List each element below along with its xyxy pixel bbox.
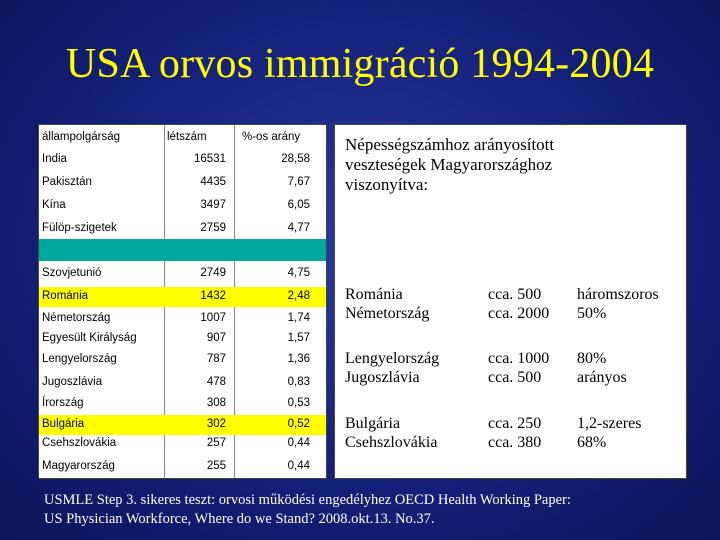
table-row: Csehszlovákia 257 0,44 <box>39 435 326 453</box>
group-countries: Románia Németország <box>345 286 430 322</box>
cell-count: 1007 <box>200 312 226 324</box>
table-row: Szovjetunió 2749 4,75 <box>39 265 326 283</box>
cell-country: Magyarország <box>42 460 115 472</box>
cell-percent: 0,44 <box>287 460 310 472</box>
cell-country: Románia <box>42 290 89 302</box>
cell-country: Németország <box>42 312 111 324</box>
cell-percent: 0,52 <box>287 418 310 430</box>
table-row: Bulgária 302 0,52 <box>39 415 326 435</box>
cell-country: India <box>42 153 67 165</box>
group-countries: Bulgária Csehszlovákia <box>345 415 438 451</box>
table-row: Jugoszlávia 478 0,83 <box>39 373 326 393</box>
group-ratio: 1,2-szeres 68% <box>577 415 642 451</box>
cell-percent: 2,48 <box>287 290 310 302</box>
table-row: Magyarország 255 0,44 <box>39 458 326 476</box>
table-row: Egyesült Királyság 907 1,57 <box>39 331 326 347</box>
table-row: Fülöp-szigetek 2759 4,77 <box>39 220 326 238</box>
cell-count: 255 <box>206 460 226 472</box>
table-row: Románia 1432 2,48 <box>39 287 326 307</box>
table-row: Kína 3497 6,05 <box>39 197 326 215</box>
group-values: cca. 250 cca. 380 <box>488 415 542 451</box>
cell-percent: 7,67 <box>287 176 310 188</box>
cell-count: 3497 <box>200 199 226 211</box>
cell-count: 16531 <box>194 153 226 165</box>
group-countries: Lengyelország Jugoszlávia <box>345 350 440 386</box>
group-values: cca. 1000 cca. 500 <box>488 350 550 386</box>
cell-count: 4435 <box>200 176 226 188</box>
footer-line-2: US Physician Workforce, Where do we Stan… <box>44 511 435 527</box>
table-row: Lengyelország 787 1,36 <box>39 349 326 371</box>
header-nationality: állampolgárság <box>42 131 120 143</box>
cell-percent: 6,05 <box>287 199 310 211</box>
cell-count: 787 <box>206 353 226 365</box>
cell-percent: 28,58 <box>281 153 310 165</box>
table-row: Írország 308 0,53 <box>39 395 326 413</box>
cell-country: Pakisztán <box>42 176 92 188</box>
table-header: állampolgárság létszám %-os arány <box>39 131 326 147</box>
cell-country: Lengyelország <box>42 353 117 365</box>
cell-country: Egyesült Királyság <box>42 332 137 344</box>
header-percent: %-os arány <box>242 131 301 143</box>
cell-percent: 1,74 <box>287 312 310 324</box>
cell-country: Szovjetunió <box>42 267 102 279</box>
slide-title: USA orvos immigráció 1994-2004 <box>65 41 655 87</box>
source-footer: USMLE Step 3. sikeres teszt: orvosi műkö… <box>44 491 704 529</box>
footer-line-1: USMLE Step 3. sikeres teszt: orvosi műkö… <box>44 492 571 508</box>
cell-count: 2749 <box>200 267 226 279</box>
cell-percent: 0,53 <box>287 397 310 409</box>
cell-percent: 0,83 <box>287 376 310 388</box>
cell-percent: 1,57 <box>287 332 310 344</box>
group-values: cca. 500 cca. 2000 <box>488 286 550 322</box>
cell-count: 308 <box>206 397 226 409</box>
cell-count: 907 <box>206 332 226 344</box>
loss-note: Népességszámhoz arányosított veszteségek… <box>345 135 555 194</box>
table-row: Németország 1007 1,74 <box>39 309 326 329</box>
cell-country: Kína <box>42 199 66 211</box>
group-ratio: 80% arányos <box>577 350 627 386</box>
cell-count: 1432 <box>200 290 226 302</box>
cell-percent: 0,44 <box>287 437 310 449</box>
group-ratio: háromszoros 50% <box>577 286 659 322</box>
cell-country: Jugoszlávia <box>42 376 103 388</box>
cell-country: Csehszlovákia <box>42 437 117 449</box>
immigration-table: állampolgárság létszám %-os arány India 1… <box>38 124 327 479</box>
cell-country: Fülöp-szigetek <box>42 222 117 234</box>
table-row: Pakisztán 4435 7,67 <box>39 174 326 192</box>
cell-percent: 4,77 <box>287 222 310 234</box>
table-row <box>39 239 326 261</box>
cell-count: 257 <box>206 437 226 449</box>
info-panel: Népességszámhoz arányosított veszteségek… <box>334 124 687 479</box>
cell-count: 2759 <box>200 222 226 234</box>
cell-country: Írország <box>42 397 84 409</box>
cell-count: 302 <box>206 418 226 430</box>
table-row: India 16531 28,58 <box>39 151 326 169</box>
cell-percent: 1,36 <box>287 353 310 365</box>
cell-count: 478 <box>206 376 226 388</box>
cell-percent: 4,75 <box>287 267 310 279</box>
cell-country: Bulgária <box>42 418 85 430</box>
header-count: létszám <box>167 131 207 143</box>
